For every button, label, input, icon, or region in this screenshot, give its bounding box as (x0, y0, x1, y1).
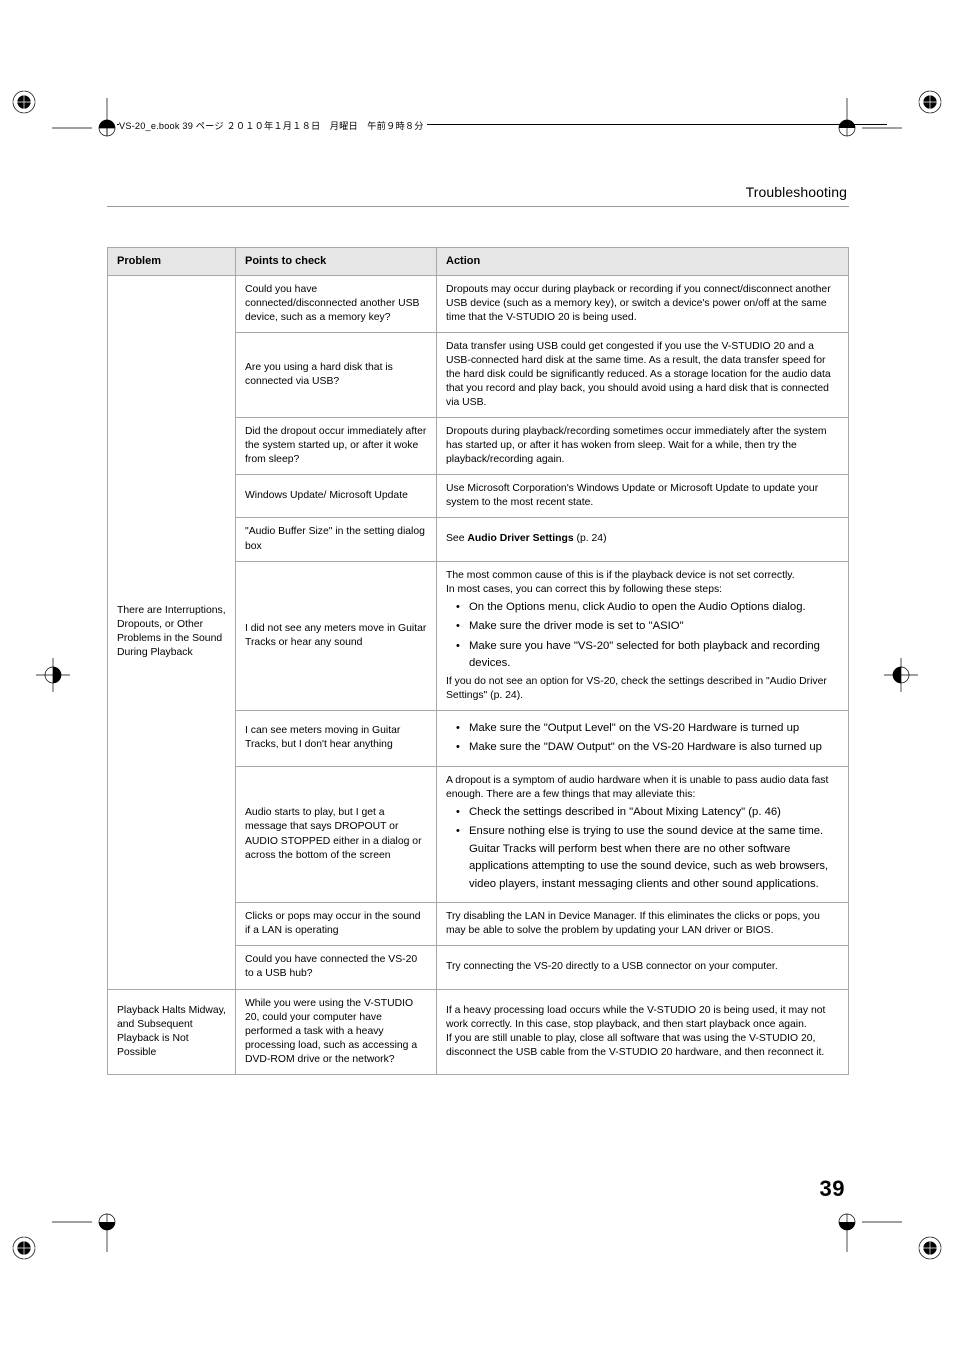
action-text: Dropouts may occur during playback or re… (446, 283, 839, 325)
points-cell: I did not see any meters move in Guitar … (236, 561, 437, 710)
action-cell: Try disabling the LAN in Device Manager.… (437, 903, 849, 946)
action-cell: If a heavy processing load occurs while … (437, 989, 849, 1074)
action-cell: Use Microsoft Corporation's Windows Upda… (437, 475, 849, 518)
bullet-item: Make sure you have "VS-20" selected for … (460, 638, 839, 673)
action-text: Try disabling the LAN in Device Manager.… (446, 910, 839, 938)
register-mark-icon (916, 88, 944, 116)
section-title: Troubleshooting (107, 184, 849, 207)
points-cell: I can see meters moving in Guitar Tracks… (236, 710, 437, 766)
action-text: See Audio Driver Settings (p. 24) (446, 532, 839, 546)
bullet-item: Make sure the "DAW Output" on the VS-20 … (460, 739, 839, 757)
points-cell: "Audio Buffer Size" in the setting dialo… (236, 518, 437, 561)
col-points: Points to check (236, 248, 437, 276)
register-mark-icon (10, 88, 38, 116)
table-row: Playback Halts Midway, and Subsequent Pl… (108, 989, 849, 1074)
register-mark-icon (916, 1234, 944, 1262)
action-text: A dropout is a symptom of audio hardware… (446, 774, 839, 802)
col-action: Action (437, 248, 849, 276)
action-text: If you do not see an option for VS-20, c… (446, 675, 839, 703)
action-text: Dropouts during playback/recording somet… (446, 425, 839, 467)
points-cell: Are you using a hard disk that is connec… (236, 332, 437, 417)
points-cell: While you were using the V-STUDIO 20, co… (236, 989, 437, 1074)
page: VS-20_e.book 39 ページ ２０１０年１月１８日 月曜日 午前９時８… (0, 0, 954, 1350)
points-cell: Could you have connected the VS-20 to a … (236, 946, 437, 989)
table-row: There are Interruptions, Dropouts, or Ot… (108, 275, 849, 332)
action-cell: Make sure the "Output Level" on the VS-2… (437, 710, 849, 766)
points-cell: Audio starts to play, but I get a messag… (236, 766, 437, 903)
running-header-text: VS-20_e.book 39 ページ ２０１０年１月１８日 月曜日 午前９時８… (119, 118, 427, 132)
bullet-item: Make sure the "Output Level" on the VS-2… (460, 720, 839, 738)
action-cell: Dropouts may occur during playback or re… (437, 275, 849, 332)
problem-cell: There are Interruptions, Dropouts, or Ot… (108, 275, 236, 989)
bullet-item: Check the settings described in "About M… (460, 804, 839, 822)
action-cell: Data transfer using USB could get conges… (437, 332, 849, 417)
bullet-item: On the Options menu, click Audio to open… (460, 599, 839, 617)
crop-mark-icon (36, 658, 70, 692)
crop-mark-icon (884, 658, 918, 692)
action-text: Data transfer using USB could get conges… (446, 340, 839, 410)
troubleshooting-table: Problem Points to check Action There are… (107, 247, 849, 1075)
action-bullets: Make sure the "Output Level" on the VS-2… (446, 720, 839, 757)
page-number: 39 (820, 1176, 845, 1202)
points-cell: Windows Update/ Microsoft Update (236, 475, 437, 518)
action-text: The most common cause of this is if the … (446, 569, 839, 597)
col-problem: Problem (108, 248, 236, 276)
action-cell: Dropouts during playback/recording somet… (437, 418, 849, 475)
action-text: Try connecting the VS-20 directly to a U… (446, 960, 839, 974)
action-text: If a heavy processing load occurs while … (446, 1004, 839, 1060)
action-cell: A dropout is a symptom of audio hardware… (437, 766, 849, 903)
action-bullets: Check the settings described in "About M… (446, 804, 839, 894)
problem-cell: Playback Halts Midway, and Subsequent Pl… (108, 989, 236, 1074)
register-mark-icon (10, 1234, 38, 1262)
action-bullets: On the Options menu, click Audio to open… (446, 599, 839, 673)
action-cell: Try connecting the VS-20 directly to a U… (437, 946, 849, 989)
bullet-item: Ensure nothing else is trying to use the… (460, 823, 839, 893)
content-area: Troubleshooting Problem Points to check … (107, 184, 849, 1075)
points-cell: Could you have connected/disconnected an… (236, 275, 437, 332)
action-cell: The most common cause of this is if the … (437, 561, 849, 710)
bullet-item: Make sure the driver mode is set to "ASI… (460, 618, 839, 636)
table-header-row: Problem Points to check Action (108, 248, 849, 276)
points-cell: Clicks or pops may occur in the sound if… (236, 903, 437, 946)
crop-mark-icon (52, 98, 122, 168)
action-cell: See Audio Driver Settings (p. 24) (437, 518, 849, 561)
running-header: VS-20_e.book 39 ページ ２０１０年１月１８日 月曜日 午前９時８… (119, 118, 427, 132)
action-text: Use Microsoft Corporation's Windows Upda… (446, 482, 839, 510)
crop-mark-icon (52, 1182, 122, 1252)
points-cell: Did the dropout occur immediately after … (236, 418, 437, 475)
crop-mark-icon (832, 98, 902, 168)
